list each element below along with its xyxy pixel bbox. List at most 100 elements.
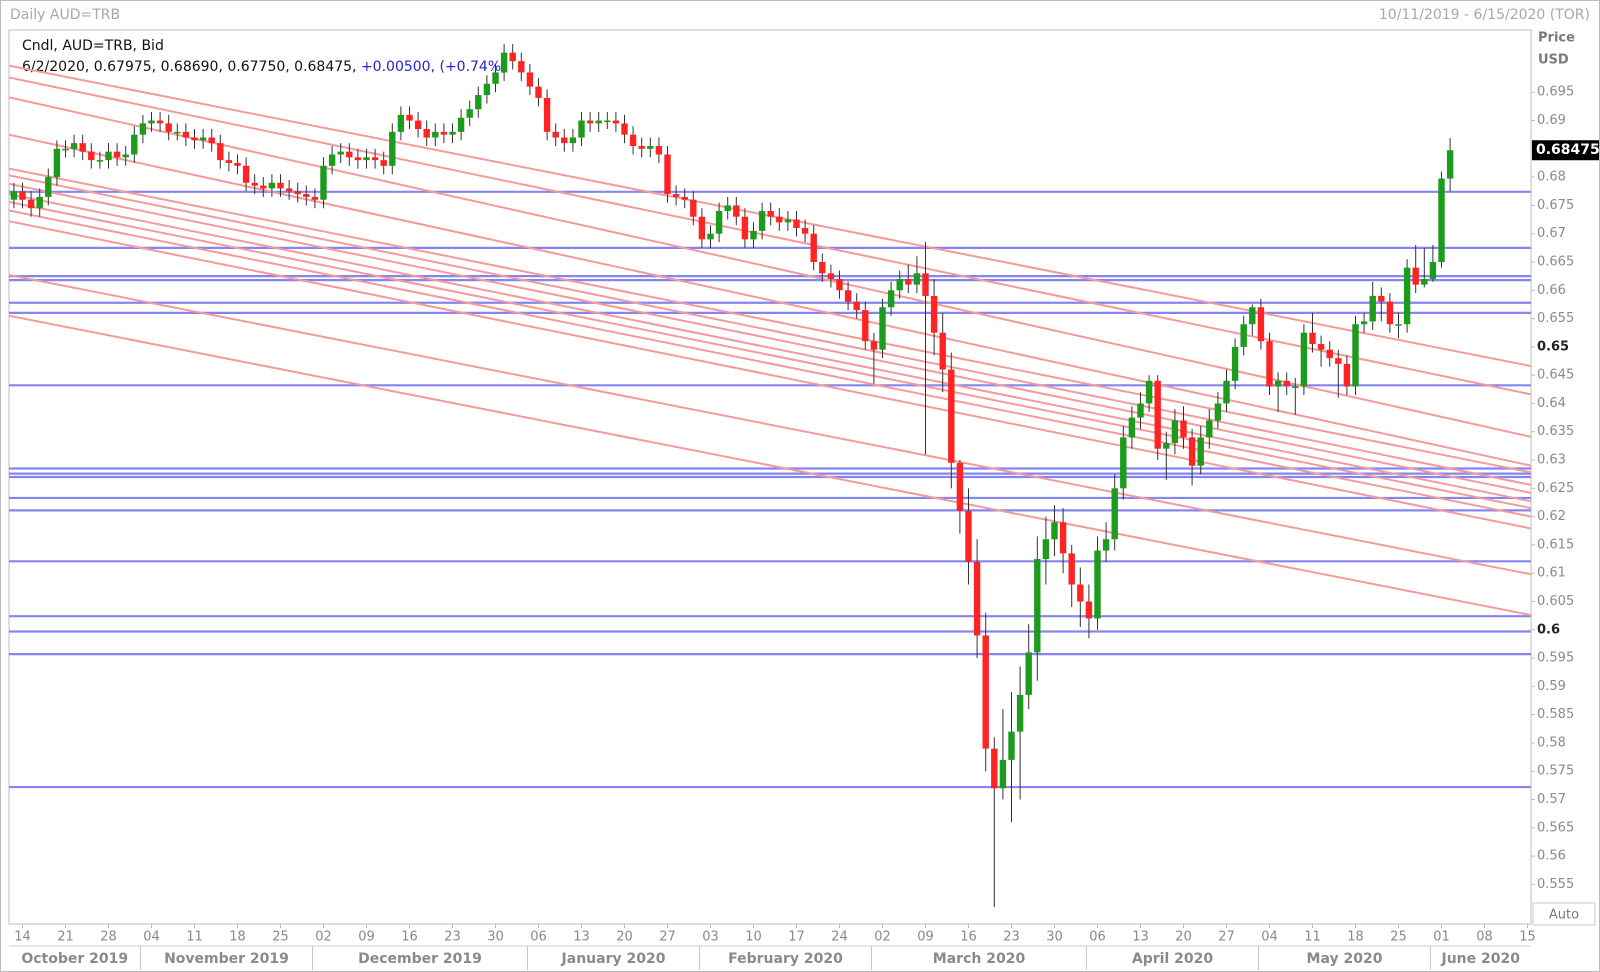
x-tick-label: 17: [788, 930, 805, 945]
x-tick-label: 28: [100, 930, 117, 945]
candle-body: [260, 185, 267, 189]
candle-body: [1068, 553, 1075, 585]
quote: 6/2/2020, 0.67975, 0.68690, 0.67750, 0.6…: [22, 59, 361, 75]
y-tick-label: 0.66: [1537, 283, 1566, 298]
x-tick-label: 09: [917, 930, 934, 945]
candle-body: [27, 199, 35, 209]
candle-body: [1249, 307, 1256, 325]
candle-body: [19, 191, 26, 200]
candle-body: [999, 759, 1007, 789]
x-tick-label: 18: [1347, 930, 1364, 945]
candle-body: [784, 219, 792, 223]
y-tick-label: 0.645: [1537, 368, 1574, 383]
candle-body: [698, 216, 706, 240]
candle-body: [432, 131, 439, 138]
candle-body: [1386, 301, 1394, 325]
scale-button[interactable]: [1532, 902, 1596, 926]
candle-body: [638, 145, 645, 149]
candle-body: [380, 160, 387, 166]
candle-body: [320, 165, 327, 200]
candle-body: [1317, 344, 1325, 350]
candle-body: [1292, 386, 1299, 388]
candle-body: [1059, 522, 1067, 554]
candle-body: [578, 120, 585, 138]
candle-body: [277, 182, 284, 189]
trend-line: [9, 182, 1531, 494]
x-tick-label: 30: [487, 930, 504, 945]
candle-body: [1128, 417, 1136, 438]
y-tick-label: 0.61: [1537, 566, 1566, 581]
x-tick-label: 25: [1390, 930, 1407, 945]
candle-body: [982, 635, 989, 749]
candle-body: [767, 211, 774, 217]
candle-body: [973, 561, 981, 636]
candle-body: [139, 123, 147, 135]
candle-body: [337, 151, 344, 155]
x-tick-label: 18: [229, 930, 246, 945]
y-tick-label: 0.675: [1537, 198, 1574, 213]
candle-body: [853, 301, 860, 311]
candle-body: [965, 510, 972, 562]
candle-body: [88, 151, 95, 161]
x-tick-label: 27: [659, 930, 676, 945]
candle-body: [930, 295, 938, 333]
y-tick-label: 0.56: [1537, 849, 1566, 864]
candle-body: [1180, 420, 1187, 438]
y-tick-label: 0.57: [1537, 792, 1566, 807]
candle-body: [225, 160, 233, 163]
candle-body: [217, 143, 224, 161]
candle-body: [303, 194, 310, 197]
candle-body: [629, 134, 637, 146]
candle-body: [1343, 363, 1351, 387]
x-tick-label: 06: [530, 930, 547, 945]
x-tick-label: 25: [272, 930, 289, 945]
trend-line: [9, 220, 1531, 530]
candle-body: [1085, 601, 1093, 619]
candle-body: [604, 120, 611, 123]
candle-body: [1326, 349, 1333, 359]
candle-body: [836, 278, 843, 291]
candle-body: [1042, 539, 1050, 560]
y-tick-label: 0.605: [1537, 594, 1574, 609]
candle-body: [1309, 332, 1316, 345]
candle-body: [518, 61, 525, 73]
trend-line: [9, 76, 1531, 396]
candle-body: [131, 134, 138, 155]
candle-body: [956, 462, 964, 511]
candle-body: [70, 143, 78, 149]
scale-mode[interactable]: Auto: [1549, 908, 1579, 923]
y-tick-label: 0.65: [1537, 339, 1569, 354]
candle-body: [1429, 261, 1437, 279]
candle-body: [406, 114, 413, 121]
x-tick-label: 16: [960, 930, 977, 945]
candle-body: [294, 191, 301, 195]
candle-body: [896, 278, 903, 291]
last-price-tag: [1532, 140, 1599, 161]
month-label: November 2019: [164, 951, 289, 967]
x-tick-label: 15: [1519, 930, 1536, 945]
candle-body: [1274, 380, 1282, 387]
trend-line: [9, 167, 1531, 474]
x-tick-label: 30: [1046, 930, 1063, 945]
candle-body: [1335, 358, 1342, 364]
candle-body: [509, 52, 516, 62]
candle-body: [621, 123, 628, 135]
x-tick-label: 23: [1003, 930, 1020, 945]
month-label: October 2019: [21, 951, 128, 967]
quote-line: 6/2/2020, 0.67975, 0.68690, 0.67750, 0.6…: [22, 59, 507, 75]
candle-body: [354, 157, 362, 161]
candle-body: [1154, 380, 1161, 449]
month-label: January 2020: [561, 951, 666, 967]
x-tick-label: 14: [14, 930, 31, 945]
candle-body: [595, 120, 602, 124]
candle-body: [1034, 559, 1041, 653]
candle-body: [1102, 539, 1110, 551]
month-label: March 2020: [933, 951, 1026, 967]
candle-body: [887, 290, 895, 308]
candle-body: [1120, 437, 1127, 489]
candle-body: [182, 131, 190, 138]
month-label: May 2020: [1307, 951, 1383, 967]
y-tick-label: 0.665: [1537, 254, 1574, 269]
candle-body: [819, 261, 826, 274]
